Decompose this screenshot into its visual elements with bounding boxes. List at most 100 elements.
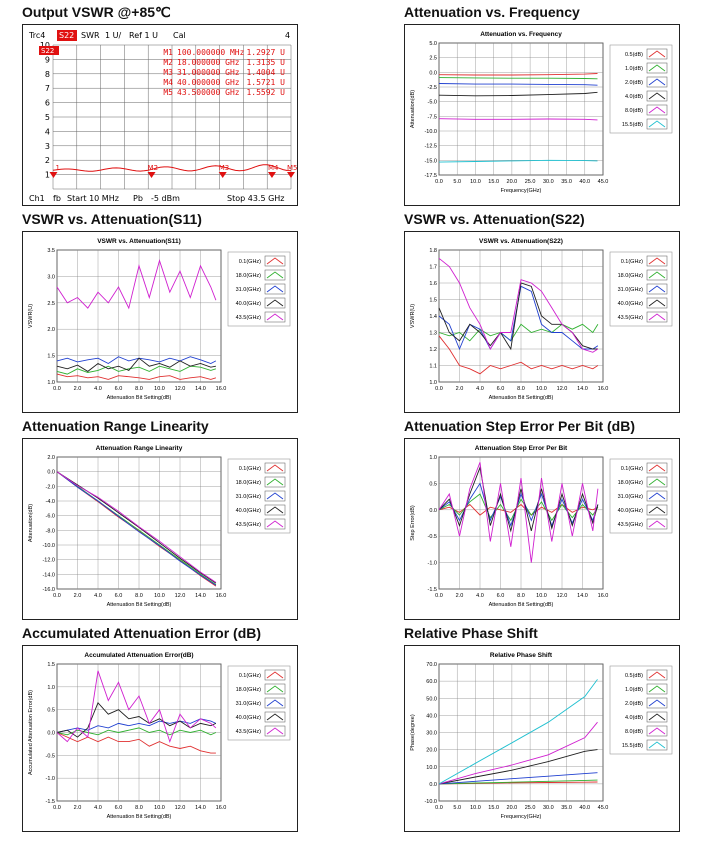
legend-swatch-line [648,727,666,735]
legend-swatch-box [646,739,668,751]
vna-param-label: S22 [59,31,74,40]
vna-footer-start: Start 10 MHz [67,194,119,203]
legend-swatch-box [646,255,668,267]
vna-marker-label: M2 [148,164,159,172]
x-tick-label: 0.0 [53,593,61,599]
legend-swatch-box [264,697,286,709]
vna-footer-pb: Pb [133,194,143,203]
vna-marker-id: M5 [163,88,173,97]
vna-marker-id: M1 [163,48,173,57]
chart-frame-phase-shift: Relative Phase Shift 0.0 5.0 10.0 15.0 20.0 25… [404,645,680,832]
chart-frame-vswr-s22: VSWR vs. Attenuation(S22) 0.0 2.0 4.0 6.0 8.0… [404,231,680,413]
chart-title: VSWR vs. Attenuation(S11) [97,238,181,245]
legend-label: 1.0(dB) [625,687,643,693]
y-tick-label: -1.0 [428,561,437,567]
vna-marker-value: 1.4004 U [246,68,285,77]
y-axis-label: VSWR(U) [28,304,34,328]
legend-swatch-box [646,697,668,709]
legend-swatch-line [648,313,666,321]
vna-y-tick-label: 6 [45,99,50,108]
legend-box [609,44,673,134]
legend-label: 0.5(dB) [625,52,643,58]
vna-trace-tag [39,46,59,55]
legend-swatch-box [646,476,668,488]
y-tick-label: -5.0 [428,100,437,106]
legend-swatch-box [646,118,668,130]
series-line-2-0-db [438,83,598,86]
legend-swatch-line [648,78,666,86]
legend-swatch-line [648,50,666,58]
legend-label: 8.0(dB) [625,729,643,735]
y-tick-label: 70.0 [426,662,437,668]
series-line-2-0-db [438,772,598,785]
vna-marker-label: M3 [219,164,230,172]
legend-swatch-box [264,476,286,488]
series-line-31-0-ghz [438,285,599,351]
chart-title: Relative Phase Shift [490,652,553,659]
y-tick-label: 1.2 [429,347,437,353]
legend-swatch-line [648,64,666,72]
chart-title: VSWR vs. Attenuation(S22) [479,238,563,245]
y-tick-label: 1.5 [429,298,437,304]
vna-marker-freq: 18.000000 GHz [177,58,240,67]
legend-swatch-line [648,713,666,721]
series-line-4-0-db [438,91,598,97]
vna-trace-line [52,164,292,172]
chart-step-error: Attenuation Step Error Per Bit 0.0 2.0 4.0 6… [410,445,673,608]
legend-swatch-box [646,48,668,60]
x-tick-label: 30.0 [543,179,554,185]
x-tick-label: 12.0 [175,805,186,811]
chart-phase-shift: Relative Phase Shift 0.0 5.0 10.0 15.0 20.0 25… [410,652,673,820]
y-tick-label: 1.8 [429,248,437,254]
x-tick-label: 20.0 [507,179,518,185]
series-line-18-0-ghz [56,727,217,736]
y-tick-label: -12.0 [42,558,55,564]
vna-marker-freq: 31.000000 GHz [177,68,240,77]
y-tick-label: 10.0 [426,765,437,771]
y-tick-label: -10.0 [424,799,437,805]
y-tick-label: 1.6 [429,281,437,287]
legend-swatch-box [264,255,286,267]
series-line-40-0-ghz [438,282,598,351]
y-tick-label: 60.0 [426,679,437,685]
x-tick-label: 10.0 [470,805,481,811]
vna-scale-label: 1 U/ [105,31,121,40]
y-tick-label: 0.0 [429,782,437,788]
vna-marker-label: M5 [287,164,297,172]
chart-vswr-s11: VSWR vs. Attenuation(S11) 0.0 2.0 4.0 6.0 8.0… [28,238,291,401]
vna-y-tick-label: 5 [45,113,50,122]
y-tick-label: 0.0 [47,731,55,737]
x-tick-label: 16.0 [216,386,227,392]
series-line-8-0-db [438,118,598,121]
vna-marker-freq: 100.000000 MHz [177,48,245,57]
legend-label: 43.5(GHz) [618,315,644,321]
legend-label: 4.0(dB) [625,94,643,100]
legend-label: 0.1(GHz) [239,259,261,265]
legend-label: 40.0(GHz) [618,301,644,307]
legend-label: 0.1(GHz) [621,259,643,265]
chart-title: Attenuation Range Linearity [96,445,183,452]
x-tick-label: 4.0 [476,386,484,392]
title-atten-vs-freq: Attenuation vs. Frequency [404,4,580,20]
vna-marker-triangle [287,172,295,178]
y-tick-label: 2.0 [47,327,55,333]
legend-label: 40.0(GHz) [236,301,262,307]
legend-label: 4.0(dB) [625,715,643,721]
vna-footer-ch: Ch1 [29,194,45,203]
legend-label: 0.1(GHz) [621,466,643,472]
legend-swatch-box [646,490,668,502]
vna-y-tick-label: 8 [45,70,50,79]
title-vswr-s11: VSWR vs. Attenuation(S11) [22,211,202,227]
series-line-0-1-ghz [438,335,599,375]
y-tick-label: -17.5 [424,173,437,179]
x-tick-label: 14.0 [195,805,206,811]
vna-marker-id: M3 [163,68,173,77]
vna-y-tick-label: 1 [45,171,50,180]
vna-footer-power: -5 dBm [151,194,180,203]
y-tick-label: -10.0 [424,129,437,135]
x-tick-label: 2.0 [74,805,82,811]
legend-swatch-box [646,462,668,474]
legend-swatch-box [646,62,668,74]
vna-marker-triangle [218,172,227,178]
x-tick-label: 40.0 [579,805,590,811]
